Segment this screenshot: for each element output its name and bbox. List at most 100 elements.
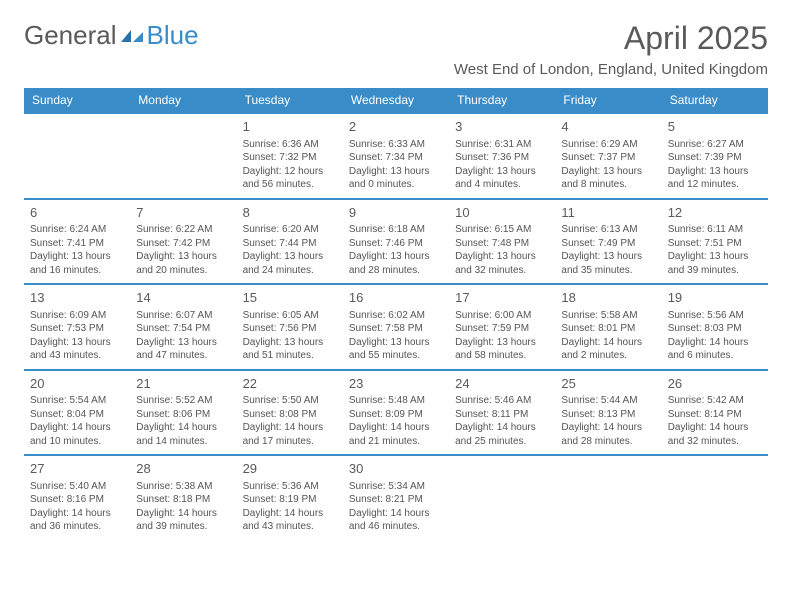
day-number: 6 xyxy=(30,204,124,222)
sunset-text: Sunset: 8:16 PM xyxy=(30,493,124,507)
sunset-text: Sunset: 8:18 PM xyxy=(136,493,230,507)
day-number: 11 xyxy=(561,204,655,222)
sunrise-text: Sunrise: 6:09 AM xyxy=(30,309,124,323)
day-cell: 20Sunrise: 5:54 AMSunset: 8:04 PMDayligh… xyxy=(24,370,130,456)
sunrise-text: Sunrise: 6:00 AM xyxy=(455,309,549,323)
sunrise-text: Sunrise: 6:18 AM xyxy=(349,223,443,237)
sunrise-text: Sunrise: 5:36 AM xyxy=(243,480,337,494)
daylight2-text: and 47 minutes. xyxy=(136,349,230,363)
day-cell: 11Sunrise: 6:13 AMSunset: 7:49 PMDayligh… xyxy=(555,199,661,285)
day-number: 4 xyxy=(561,118,655,136)
sunset-text: Sunset: 8:11 PM xyxy=(455,408,549,422)
day-number: 15 xyxy=(243,289,337,307)
daylight1-text: Daylight: 13 hours xyxy=(561,165,655,179)
day-number: 16 xyxy=(349,289,443,307)
daylight2-text: and 16 minutes. xyxy=(30,264,124,278)
daylight1-text: Daylight: 13 hours xyxy=(455,336,549,350)
sunrise-text: Sunrise: 6:07 AM xyxy=(136,309,230,323)
daylight1-text: Daylight: 13 hours xyxy=(136,336,230,350)
day-number: 5 xyxy=(668,118,762,136)
sunset-text: Sunset: 7:53 PM xyxy=(30,322,124,336)
day-cell: 4Sunrise: 6:29 AMSunset: 7:37 PMDaylight… xyxy=(555,113,661,199)
sunset-text: Sunset: 7:42 PM xyxy=(136,237,230,251)
sunrise-text: Sunrise: 6:27 AM xyxy=(668,138,762,152)
day-cell: 25Sunrise: 5:44 AMSunset: 8:13 PMDayligh… xyxy=(555,370,661,456)
day-number: 2 xyxy=(349,118,443,136)
day-cell: 17 Sunrise: 6:00 AMSunset: 7:59 PMDayligh… xyxy=(449,284,555,370)
sunrise-text: Sunrise: 5:50 AM xyxy=(243,394,337,408)
day-cell: 6Sunrise: 6:24 AMSunset: 7:41 PMDaylight… xyxy=(24,199,130,285)
daylight1-text: Daylight: 13 hours xyxy=(349,250,443,264)
day-header: Monday xyxy=(130,88,236,113)
empty-cell xyxy=(24,113,130,199)
sunrise-text: Sunrise: 6:13 AM xyxy=(561,223,655,237)
sunset-text: Sunset: 8:03 PM xyxy=(668,322,762,336)
sunrise-text: Sunrise: 6:11 AM xyxy=(668,223,762,237)
daylight1-text: Daylight: 13 hours xyxy=(349,165,443,179)
daylight1-text: Daylight: 13 hours xyxy=(668,250,762,264)
daylight1-text: Daylight: 12 hours xyxy=(243,165,337,179)
daylight1-text: Daylight: 14 hours xyxy=(136,507,230,521)
daylight1-text: Daylight: 14 hours xyxy=(455,421,549,435)
calendar-table: SundayMondayTuesdayWednesdayThursdayFrid… xyxy=(24,88,768,540)
sunset-text: Sunset: 7:49 PM xyxy=(561,237,655,251)
sunrise-text: Sunrise: 6:36 AM xyxy=(243,138,337,152)
day-number: 10 xyxy=(455,204,549,222)
day-header: Tuesday xyxy=(237,88,343,113)
daylight2-text: and 8 minutes. xyxy=(561,178,655,192)
daylight2-text: and 43 minutes. xyxy=(243,520,337,534)
header: General Blue April 2025 West End of Lond… xyxy=(24,20,768,78)
daylight2-text: and 28 minutes. xyxy=(349,264,443,278)
sunrise-text: Sunrise: 5:40 AM xyxy=(30,480,124,494)
day-cell: 18Sunrise: 5:58 AMSunset: 8:01 PMDayligh… xyxy=(555,284,661,370)
daylight1-text: Daylight: 14 hours xyxy=(561,421,655,435)
day-number: 17 xyxy=(455,289,549,307)
sunrise-text: Sunrise: 6:02 AM xyxy=(349,309,443,323)
title-block: April 2025 West End of London, England, … xyxy=(454,20,768,78)
sunrise-text: Sunrise: 5:38 AM xyxy=(136,480,230,494)
sunset-text: Sunset: 8:08 PM xyxy=(243,408,337,422)
sunrise-text: Sunrise: 5:44 AM xyxy=(561,394,655,408)
day-cell: 8Sunrise: 6:20 AMSunset: 7:44 PMDaylight… xyxy=(237,199,343,285)
day-header-row: SundayMondayTuesdayWednesdayThursdayFrid… xyxy=(24,88,768,113)
daylight1-text: Daylight: 13 hours xyxy=(349,336,443,350)
day-number: 12 xyxy=(668,204,762,222)
day-number: 25 xyxy=(561,375,655,393)
day-number: 26 xyxy=(668,375,762,393)
day-header: Friday xyxy=(555,88,661,113)
sunset-text: Sunset: 8:01 PM xyxy=(561,322,655,336)
logo-blue-text: Blue xyxy=(147,20,199,51)
daylight2-text: and 56 minutes. xyxy=(243,178,337,192)
daylight1-text: Daylight: 13 hours xyxy=(136,250,230,264)
sunrise-text: Sunrise: 6:22 AM xyxy=(136,223,230,237)
sunset-text: Sunset: 7:59 PM xyxy=(455,322,549,336)
empty-cell xyxy=(130,113,236,199)
daylight1-text: Daylight: 13 hours xyxy=(561,250,655,264)
daylight1-text: Daylight: 14 hours xyxy=(243,507,337,521)
day-number: 14 xyxy=(136,289,230,307)
day-cell: 10Sunrise: 6:15 AMSunset: 7:48 PMDayligh… xyxy=(449,199,555,285)
day-number: 7 xyxy=(136,204,230,222)
day-number: 30 xyxy=(349,460,443,478)
daylight2-text: and 35 minutes. xyxy=(561,264,655,278)
sunset-text: Sunset: 8:13 PM xyxy=(561,408,655,422)
day-cell: 2Sunrise: 6:33 AMSunset: 7:34 PMDaylight… xyxy=(343,113,449,199)
sunset-text: Sunset: 8:14 PM xyxy=(668,408,762,422)
day-cell: 7Sunrise: 6:22 AMSunset: 7:42 PMDaylight… xyxy=(130,199,236,285)
sunrise-text: Sunrise: 6:05 AM xyxy=(243,309,337,323)
daylight2-text: and 43 minutes. xyxy=(30,349,124,363)
daylight2-text: and 28 minutes. xyxy=(561,435,655,449)
empty-cell xyxy=(449,455,555,540)
day-header: Sunday xyxy=(24,88,130,113)
day-cell: 3Sunrise: 6:31 AMSunset: 7:36 PMDaylight… xyxy=(449,113,555,199)
day-header: Saturday xyxy=(662,88,768,113)
sunset-text: Sunset: 8:09 PM xyxy=(349,408,443,422)
sunrise-text: Sunrise: 5:42 AM xyxy=(668,394,762,408)
sunrise-text: Sunrise: 5:48 AM xyxy=(349,394,443,408)
sunset-text: Sunset: 7:36 PM xyxy=(455,151,549,165)
sunrise-text: Sunrise: 5:54 AM xyxy=(30,394,124,408)
sunset-text: Sunset: 7:51 PM xyxy=(668,237,762,251)
empty-cell xyxy=(555,455,661,540)
week-row: 13Sunrise: 6:09 AMSunset: 7:53 PMDayligh… xyxy=(24,284,768,370)
sunset-text: Sunset: 7:54 PM xyxy=(136,322,230,336)
